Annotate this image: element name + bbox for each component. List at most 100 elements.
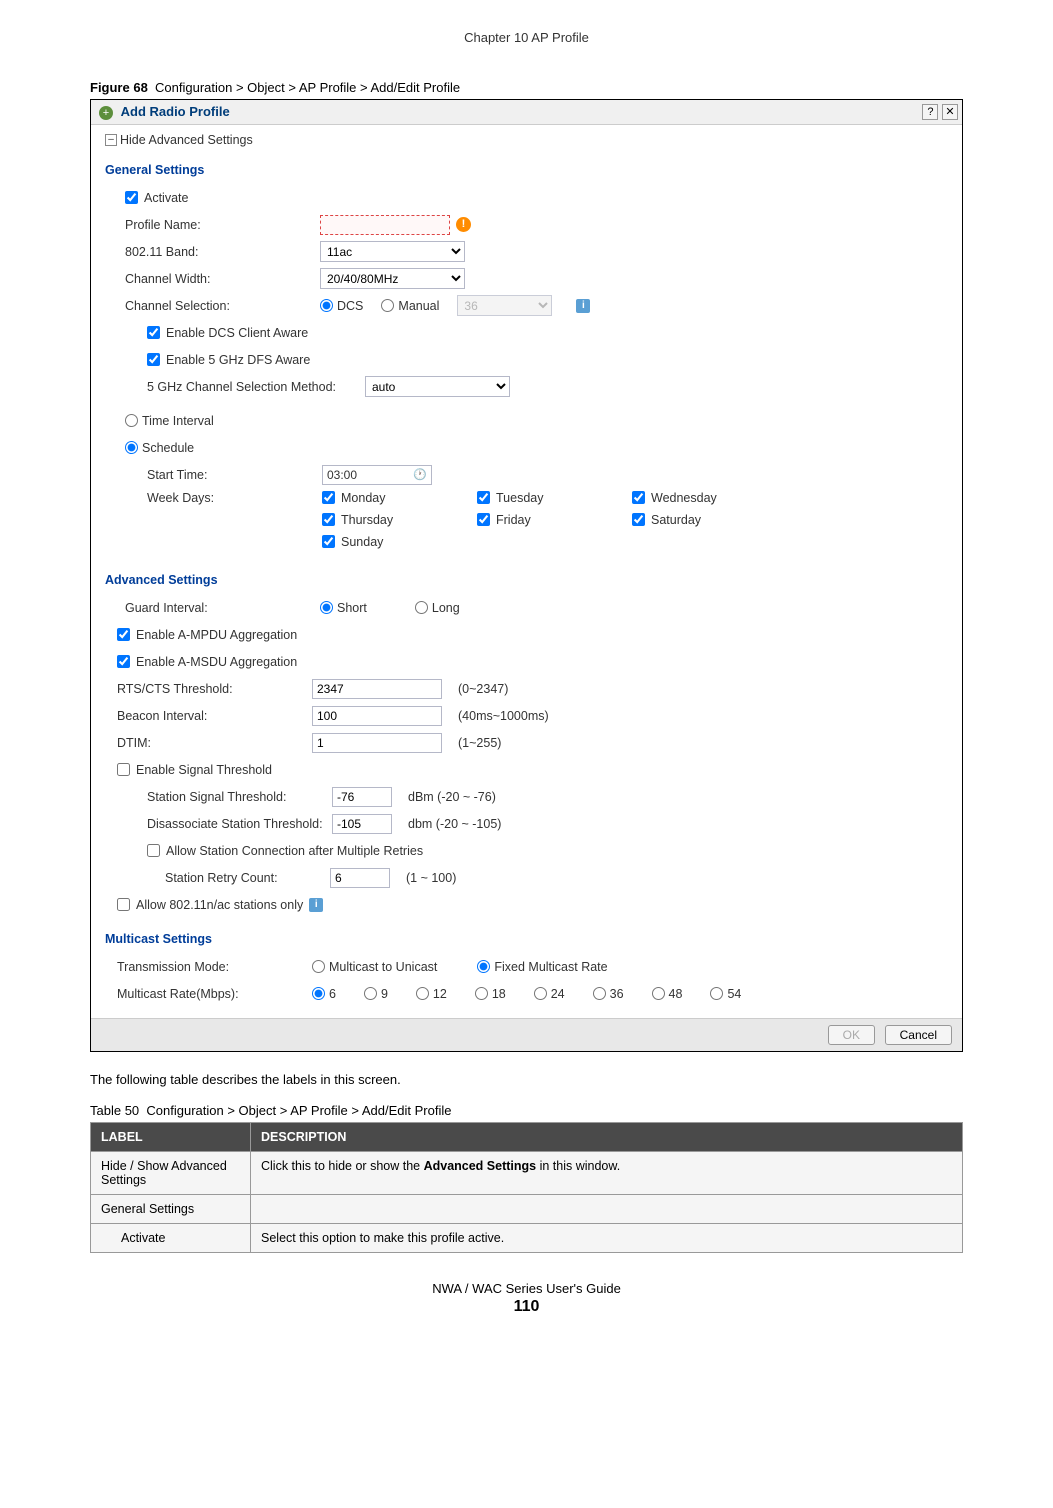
dialog-window: + Add Radio Profile ? ✕ –Hide Advanced S… — [90, 99, 963, 1052]
weekday-wednesday[interactable]: Wednesday — [632, 491, 787, 505]
dfs-aware-label: Enable 5 GHz DFS Aware — [166, 353, 310, 367]
profile-name-input[interactable] — [320, 215, 450, 235]
dcs-client-label: Enable DCS Client Aware — [166, 326, 308, 340]
guard-long-radio[interactable]: Long — [415, 601, 460, 615]
manual-radio[interactable] — [381, 299, 394, 312]
page-number: 110 — [90, 1298, 963, 1316]
ampdu-checkbox[interactable] — [117, 628, 130, 641]
schedule-radio[interactable] — [125, 441, 138, 454]
footer-text: NWA / WAC Series User's Guide — [90, 1281, 963, 1296]
hide-advanced-link[interactable]: –Hide Advanced Settings — [105, 133, 948, 147]
info-icon[interactable]: i — [576, 299, 590, 313]
warning-icon: ! — [456, 217, 471, 232]
weekday-saturday[interactable]: Saturday — [632, 513, 787, 527]
rate-54[interactable]: 54 — [710, 987, 741, 1001]
ghz-method-select[interactable]: auto — [365, 376, 510, 397]
description-table: LABEL DESCRIPTION Hide / Show Advanced S… — [90, 1122, 963, 1253]
dtim-hint: (1~255) — [458, 736, 501, 750]
mc-unicast-radio[interactable]: Multicast to Unicast — [312, 960, 437, 974]
retry-count-input[interactable] — [330, 868, 390, 888]
weekday-thursday[interactable]: Thursday — [322, 513, 477, 527]
table-header-label: LABEL — [91, 1122, 251, 1151]
table-caption: Table 50 Configuration > Object > AP Pro… — [90, 1103, 963, 1118]
figure-caption-text: Configuration > Object > AP Profile > Ad… — [155, 80, 460, 95]
rate-24[interactable]: 24 — [534, 987, 565, 1001]
weekday-friday[interactable]: Friday — [477, 513, 632, 527]
station-signal-hint: dBm (-20 ~ -76) — [408, 790, 496, 804]
retry-count-label: Station Retry Count: — [165, 871, 330, 885]
cancel-button[interactable]: Cancel — [885, 1025, 952, 1045]
retry-hint: (1 ~ 100) — [406, 871, 456, 885]
activate-checkbox[interactable] — [125, 191, 138, 204]
signal-threshold-label: Enable Signal Threshold — [136, 763, 272, 777]
band-label: 802.11 Band: — [125, 245, 320, 259]
manual-channel-select: 36 — [457, 295, 552, 316]
guard-short-radio[interactable]: Short — [320, 601, 367, 615]
dialog-footer: OK Cancel — [91, 1018, 962, 1051]
table-row: Activate Select this option to make this… — [91, 1223, 963, 1252]
channel-width-select[interactable]: 20/40/80MHz — [320, 268, 465, 289]
week-days-label: Week Days: — [147, 491, 322, 505]
beacon-hint: (40ms~1000ms) — [458, 709, 549, 723]
collapse-icon: – — [105, 134, 117, 146]
dcs-radio[interactable] — [320, 299, 333, 312]
guard-label: Guard Interval: — [125, 601, 320, 615]
station-signal-input[interactable] — [332, 787, 392, 807]
rts-hint: (0~2347) — [458, 682, 508, 696]
beacon-input[interactable] — [312, 706, 442, 726]
rts-input[interactable] — [312, 679, 442, 699]
rate-6[interactable]: 6 — [312, 987, 336, 1001]
clock-icon[interactable]: 🕐 — [413, 468, 427, 481]
manual-radio-label[interactable]: Manual — [381, 299, 439, 313]
table-cell-desc: Click this to hide or show the Advanced … — [251, 1151, 963, 1194]
close-button[interactable]: ✕ — [942, 104, 958, 120]
schedule-label: Schedule — [142, 441, 194, 455]
allow-retries-checkbox[interactable] — [147, 844, 160, 857]
help-button[interactable]: ? — [922, 104, 938, 120]
table-cell-label: General Settings — [91, 1194, 251, 1223]
ampdu-label: Enable A-MPDU Aggregation — [136, 628, 297, 642]
dcs-client-checkbox[interactable] — [147, 326, 160, 339]
weekday-monday[interactable]: Monday — [322, 491, 477, 505]
profile-name-label: Profile Name: — [125, 218, 320, 232]
rate-18[interactable]: 18 — [475, 987, 506, 1001]
rts-label: RTS/CTS Threshold: — [117, 682, 312, 696]
dialog-titlebar: + Add Radio Profile ? ✕ — [91, 100, 962, 125]
band-select[interactable]: 11ac — [320, 241, 465, 262]
time-interval-radio[interactable] — [125, 414, 138, 427]
table-row: Hide / Show Advanced Settings Click this… — [91, 1151, 963, 1194]
weekday-tuesday[interactable]: Tuesday — [477, 491, 632, 505]
dcs-radio-label[interactable]: DCS — [320, 299, 363, 313]
beacon-label: Beacon Interval: — [117, 709, 312, 723]
weekday-sunday[interactable]: Sunday — [322, 535, 477, 549]
dialog-title: Add Radio Profile — [121, 104, 230, 119]
amsdu-checkbox[interactable] — [117, 655, 130, 668]
rate-9[interactable]: 9 — [364, 987, 388, 1001]
add-icon: + — [99, 106, 113, 120]
dtim-input[interactable] — [312, 733, 442, 753]
disassoc-input[interactable] — [332, 814, 392, 834]
allow-80211n-checkbox[interactable] — [117, 898, 130, 911]
transmission-mode-label: Transmission Mode: — [117, 960, 312, 974]
dfs-aware-checkbox[interactable] — [147, 353, 160, 366]
start-time-input[interactable]: 03:00🕐 — [322, 465, 432, 485]
disassoc-label: Disassociate Station Threshold: — [147, 817, 332, 831]
table-row: General Settings — [91, 1194, 963, 1223]
ok-button[interactable]: OK — [828, 1025, 875, 1045]
signal-threshold-checkbox[interactable] — [117, 763, 130, 776]
figure-caption: Figure 68 Configuration > Object > AP Pr… — [90, 80, 963, 95]
amsdu-label: Enable A-MSDU Aggregation — [136, 655, 297, 669]
info-icon-2[interactable]: i — [309, 898, 323, 912]
ghz-method-label: 5 GHz Channel Selection Method: — [147, 380, 365, 394]
rate-12[interactable]: 12 — [416, 987, 447, 1001]
multicast-settings-heading: Multicast Settings — [105, 932, 948, 946]
channel-width-label: Channel Width: — [125, 272, 320, 286]
dtim-label: DTIM: — [117, 736, 312, 750]
start-time-label: Start Time: — [147, 468, 322, 482]
multicast-rate-label: Multicast Rate(Mbps): — [117, 987, 312, 1001]
rate-36[interactable]: 36 — [593, 987, 624, 1001]
advanced-settings-heading: Advanced Settings — [105, 573, 948, 587]
rate-48[interactable]: 48 — [652, 987, 683, 1001]
disassoc-hint: dbm (-20 ~ -105) — [408, 817, 501, 831]
fixed-rate-radio[interactable]: Fixed Multicast Rate — [477, 960, 607, 974]
